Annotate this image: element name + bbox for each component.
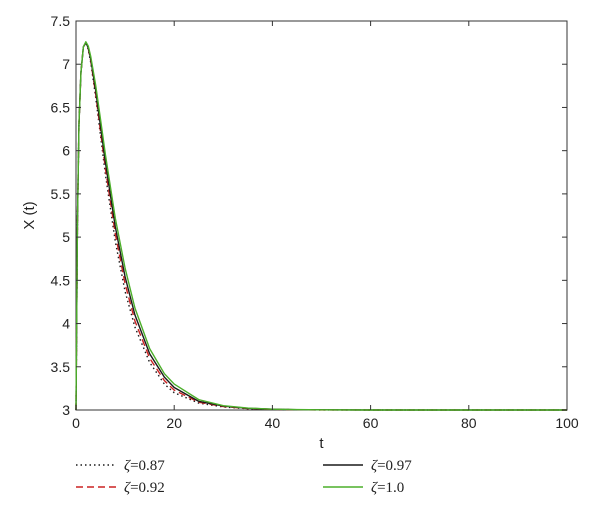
legend-value: =0.87 xyxy=(130,458,165,474)
x-tick-label: 80 xyxy=(461,415,477,431)
axis-ticks: 0 20 40 60 80 100 3 3.5 4 4.5 5 5.5 6 6.5 7 7.5 xyxy=(51,13,579,431)
y-tick-label: 4.5 xyxy=(51,272,71,288)
legend-label: ζ=1.0 xyxy=(371,480,404,496)
legend-symbol: ζ xyxy=(124,480,131,496)
x-tick-label: 20 xyxy=(166,415,182,431)
legend-label: ζ=0.92 xyxy=(124,480,165,496)
y-tick-label: 3 xyxy=(62,402,70,418)
legend-symbol: ζ xyxy=(124,458,131,474)
legend-value: =0.92 xyxy=(130,480,165,496)
axis-labels: t X (t) xyxy=(21,201,324,452)
legend-entry-2: ζ=0.92 xyxy=(76,480,165,496)
y-tick-label: 3.5 xyxy=(51,359,71,375)
series-line-3 xyxy=(75,41,567,411)
legend: ζ=0.87ζ=0.92ζ=0.97ζ=1.0 xyxy=(76,458,412,496)
x-axis-label: t xyxy=(319,435,324,452)
x-tick-label: 100 xyxy=(555,415,579,431)
legend-entry-4: ζ=1.0 xyxy=(323,480,404,496)
legend-entry-1: ζ=0.87 xyxy=(76,458,165,474)
series-layer xyxy=(75,41,567,411)
legend-symbol: ζ xyxy=(371,480,378,496)
y-tick-label: 4 xyxy=(62,316,70,332)
y-tick-label: 6 xyxy=(62,143,70,159)
y-tick-label: 5.5 xyxy=(51,186,71,202)
y-tick-label: 7 xyxy=(62,56,70,72)
legend-value: =1.0 xyxy=(377,480,404,496)
plot-area-border xyxy=(75,20,568,411)
y-tick-label: 5 xyxy=(62,229,70,245)
x-tick-label: 40 xyxy=(265,415,281,431)
legend-symbol: ζ xyxy=(371,458,378,474)
legend-label: ζ=0.97 xyxy=(371,458,412,474)
y-tick-label: 7.5 xyxy=(51,13,71,29)
legend-label: ζ=0.87 xyxy=(124,458,165,474)
legend-entry-3: ζ=0.97 xyxy=(323,458,412,474)
plot-frame xyxy=(75,20,568,411)
x-tick-label: 0 xyxy=(72,415,80,431)
y-tick-label: 6.5 xyxy=(51,99,71,115)
legend-value: =0.97 xyxy=(377,458,412,474)
y-axis-label: X (t) xyxy=(21,201,38,229)
series-line-4 xyxy=(75,41,567,411)
x-tick-label: 60 xyxy=(363,415,379,431)
